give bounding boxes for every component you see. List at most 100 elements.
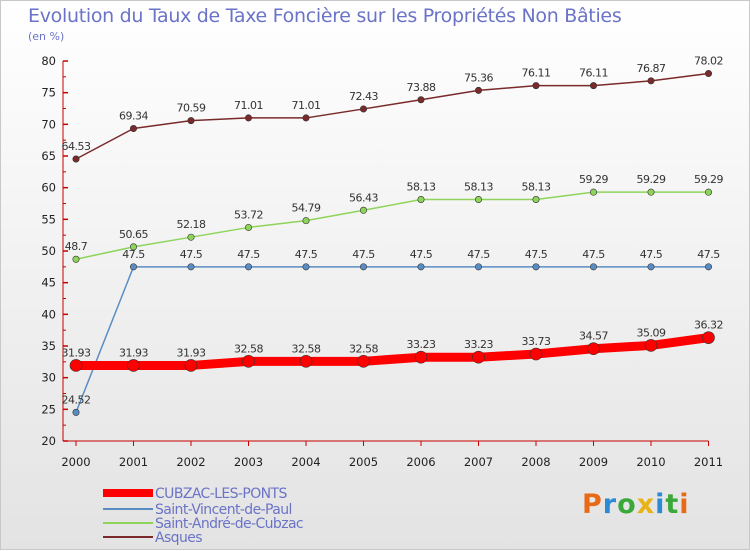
data-point [302,114,310,122]
data-label: 32.58 [349,342,378,355]
x-tick-label: 2010 [636,455,665,469]
data-label: 47.5 [582,248,605,261]
data-label: 59.29 [637,173,666,186]
data-label: 53.72 [234,208,263,221]
data-label: 48.7 [65,240,88,253]
data-point [704,263,712,271]
data-label: 47.5 [352,248,375,261]
data-point [245,263,253,271]
data-label: 76.11 [522,67,551,80]
y-tick-label: 20 [41,434,56,448]
x-tick-label: 2002 [176,455,205,469]
data-point [359,105,367,113]
data-point [589,82,597,90]
data-point [72,155,80,163]
x-tick-label: 2000 [61,455,90,469]
data-point [644,339,658,352]
data-point [474,263,482,271]
y-tick-label: 30 [41,371,56,385]
series-line [75,266,710,414]
y-tick-label: 40 [41,307,56,321]
data-label: 47.5 [237,248,260,261]
data-point [647,263,655,271]
data-label: 72.43 [349,90,378,103]
data-point [702,331,715,344]
series-line [75,72,710,160]
data-point [474,86,482,94]
data-label: 78.02 [694,55,723,68]
data-label: 76.11 [579,67,608,80]
data-point [359,206,367,214]
data-point [704,188,712,196]
data-label: 34.57 [579,330,608,343]
data-label: 59.29 [579,173,608,186]
data-point [587,342,600,356]
data-label: 47.5 [467,248,490,261]
y-tick-label: 35 [41,339,56,353]
data-label: 58.13 [464,181,493,194]
data-point [245,114,253,122]
data-point [302,263,310,271]
x-tick-label: 2001 [119,455,148,469]
data-label: 33.73 [522,335,551,348]
data-point [417,96,425,104]
data-label: 31.93 [177,346,206,359]
data-label: 76.87 [637,62,666,75]
series-line [71,333,713,370]
data-label: 50.65 [119,228,148,241]
data-label: 32.58 [292,342,321,355]
y-tick-label: 65 [41,149,56,163]
data-label: 59.29 [694,173,723,186]
data-label: 64.53 [62,140,91,153]
y-tick-label: 45 [41,276,56,290]
y-tick-label: 55 [41,212,56,226]
x-tick-label: 2006 [406,455,435,469]
data-label: 32.58 [234,342,263,355]
proxiti-logo: Proxiti [582,489,690,520]
data-point [130,243,138,251]
data-label: 47.5 [697,248,720,261]
data-label: 56.43 [349,191,378,204]
data-point [187,117,195,125]
data-point [299,355,313,368]
data-label: 73.88 [407,81,436,94]
legend-label: Saint-André-de-Cubzac [155,516,303,532]
x-tick-label: 2009 [579,455,608,469]
series-line [75,191,710,260]
data-point [704,70,712,78]
data-label: 71.01 [292,99,321,112]
data-point [472,350,485,364]
data-label: 47.5 [180,248,203,261]
data-label: 47.5 [122,248,145,261]
data-label: 70.59 [177,102,206,115]
data-label: 36.32 [694,319,723,332]
data-label: 69.34 [119,110,148,123]
data-point [187,263,195,271]
x-tick-label: 2005 [349,455,378,469]
data-label: 47.5 [410,248,433,261]
data-point [242,355,255,368]
y-tick-label: 75 [41,86,56,100]
data-point [532,82,540,90]
x-tick-label: 2007 [464,455,493,469]
data-point [72,255,80,263]
data-point [414,350,428,364]
data-point [532,196,540,204]
legend-label: Asques [155,530,202,546]
data-label: 47.5 [640,248,663,261]
data-point [532,263,540,271]
data-point [417,196,425,204]
data-point [72,408,80,416]
data-label: 58.13 [522,181,551,194]
data-point [245,223,253,231]
unit-label: (en %) [28,30,65,43]
y-tick-label: 80 [41,54,56,68]
data-point [187,233,195,241]
legend-label: Saint-Vincent-de-Paul [155,502,292,518]
data-point [130,263,138,271]
data-point [589,263,597,271]
data-point [647,188,655,196]
chart-title: Evolution du Taux de Taxe Foncière sur l… [28,5,622,27]
data-label: 31.93 [119,346,148,359]
